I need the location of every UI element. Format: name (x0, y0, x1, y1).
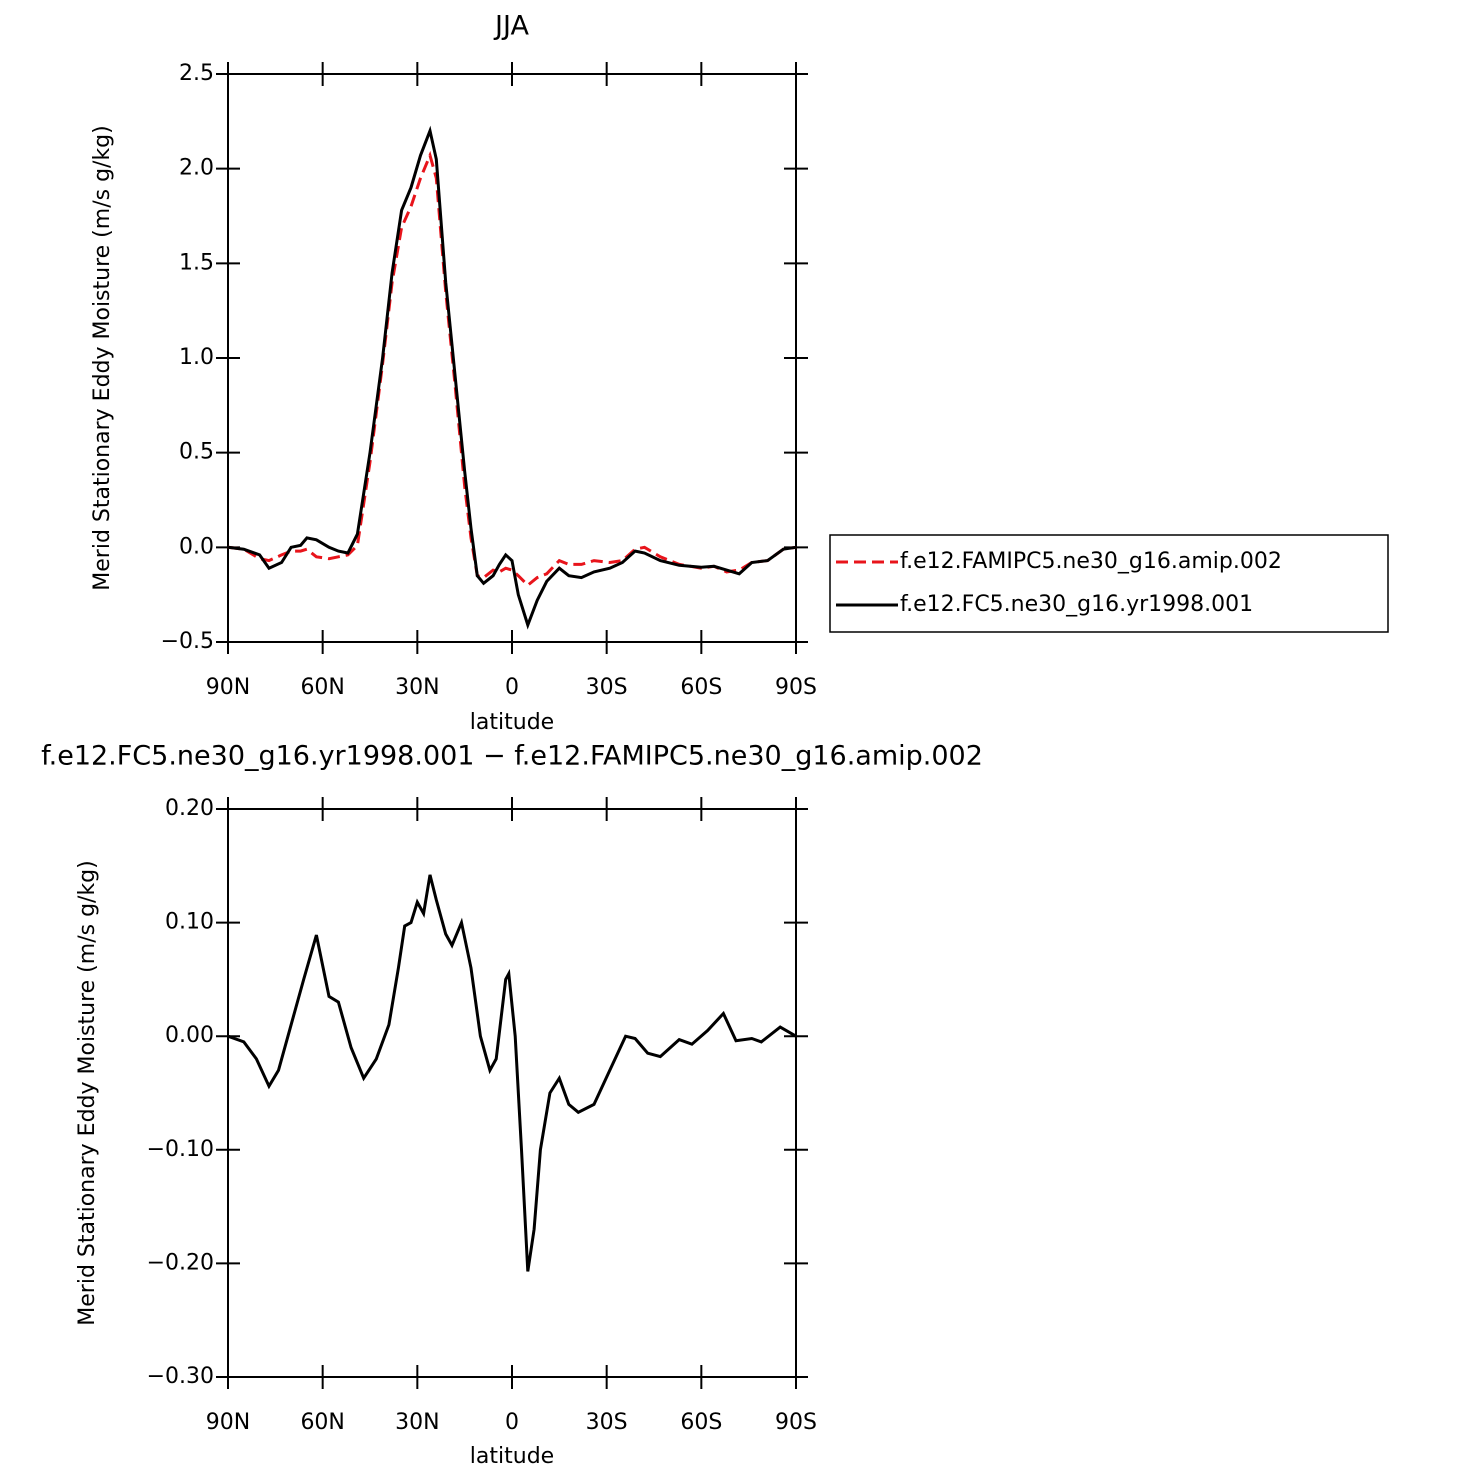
plot-frame (227, 73, 797, 643)
y-axis-title: Merid Stationary Eddy Moisture (m/s g/kg… (90, 125, 115, 590)
chart-title: f.e12.FC5.ne30_g16.yr1998.001 − f.e12.FA… (41, 741, 983, 772)
series-line (227, 150, 797, 588)
x-tick-label: 90N (206, 675, 250, 700)
y-tick-label: −0.5 (161, 629, 214, 654)
x-tick-label: 30N (395, 675, 439, 700)
series-line (227, 125, 797, 630)
y-tick-label: −0.30 (147, 1364, 214, 1389)
y-tick-label: 0.20 (165, 796, 214, 821)
x-tick-label: 30S (586, 675, 628, 700)
y-tick-label: −0.20 (147, 1250, 214, 1275)
x-tick-label: 90S (775, 675, 817, 700)
plot-frame (227, 808, 797, 1378)
y-tick-label: 0.0 (179, 534, 214, 559)
x-tick-label: 60S (680, 675, 722, 700)
y-tick-label: 1.5 (179, 250, 214, 275)
x-tick-label: 90N (206, 1410, 250, 1435)
x-tick-label: 0 (505, 1410, 519, 1435)
x-tick-label: 30S (586, 1410, 628, 1435)
y-tick-label: 2.5 (179, 61, 214, 86)
x-tick-label: 0 (505, 675, 519, 700)
y-tick-label: 0.5 (179, 440, 214, 465)
y-tick-label: 0.10 (165, 910, 214, 935)
x-tick-label: 90S (775, 1410, 817, 1435)
y-tick-label: 1.0 (179, 345, 214, 370)
legend-label: f.e12.FAMIPC5.ne30_g16.amip.002 (900, 549, 1282, 574)
legend-box (829, 534, 1389, 633)
y-axis-title: Merid Stationary Eddy Moisture (m/s g/kg… (75, 860, 100, 1325)
x-tick-label: 30N (395, 1410, 439, 1435)
y-tick-label: 2.0 (179, 156, 214, 181)
series-line (227, 874, 797, 1272)
x-tick-label: 60S (680, 1410, 722, 1435)
x-axis-title: latitude (470, 710, 554, 735)
y-tick-label: 0.00 (165, 1023, 214, 1048)
x-tick-label: 60N (300, 1410, 344, 1435)
x-axis-title: latitude (470, 1444, 554, 1469)
legend-label: f.e12.FC5.ne30_g16.yr1998.001 (900, 592, 1253, 617)
x-tick-label: 60N (300, 675, 344, 700)
y-tick-label: −0.10 (147, 1137, 214, 1162)
chart-title: JJA (493, 11, 529, 42)
